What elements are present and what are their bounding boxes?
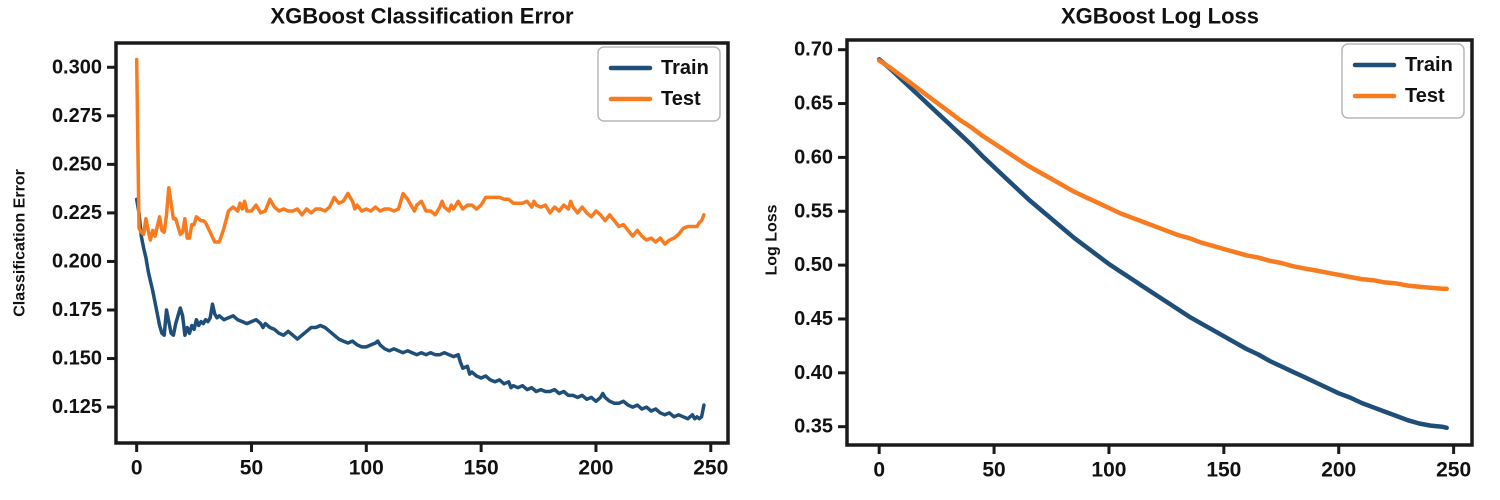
y-tick-label: 0.70	[794, 39, 833, 61]
x-tick-label: 200	[1321, 459, 1356, 482]
y-tick-label: 0.300	[52, 56, 102, 78]
test-legend-label: Test	[1405, 85, 1445, 107]
x-tick-label: 50	[240, 457, 263, 480]
x-tick-label: 100	[1091, 459, 1126, 482]
legend: Train Test	[597, 46, 721, 122]
y-tick-label: 0.150	[52, 348, 102, 370]
x-axis: 0 50 100 150 200 250	[873, 445, 1471, 482]
y-tick-label: 0.125	[52, 396, 102, 418]
y-tick-label: 0.55	[794, 200, 833, 222]
x-tick-label: 250	[1436, 459, 1471, 482]
y-tick-label: 0.175	[52, 299, 102, 321]
x-tick-label: 100	[349, 457, 384, 480]
y-tick-label: 0.45	[794, 308, 833, 330]
y-tick-label: 0.60	[794, 146, 833, 168]
x-tick-label: 250	[693, 457, 728, 480]
plot-area	[845, 38, 1474, 447]
x-axis: 0 50 100 150 200 250	[131, 443, 728, 480]
test-legend-label: Test	[661, 88, 701, 110]
y-axis-label: Log Loss	[764, 204, 781, 275]
y-tick-label: 0.275	[52, 105, 102, 127]
x-tick-label: 150	[464, 457, 499, 480]
chart-title: XGBoost Classification Error	[270, 4, 574, 29]
test-line	[876, 58, 1449, 292]
plot-area	[114, 41, 730, 445]
x-tick-label: 150	[1206, 459, 1241, 482]
train-legend-label: Train	[661, 57, 709, 79]
y-tick-label: 0.35	[794, 416, 833, 438]
legend-box	[597, 46, 721, 122]
y-tick-label: 0.225	[52, 202, 102, 224]
x-tick-label: 0	[131, 457, 143, 480]
chart-title: XGBoost Log Loss	[1061, 4, 1259, 29]
y-tick-label: 0.50	[794, 254, 833, 276]
y-tick-label: 0.250	[52, 153, 102, 175]
x-tick-label: 50	[982, 459, 1005, 482]
y-tick-label: 0.40	[794, 362, 833, 384]
x-tick-label: 200	[578, 457, 613, 480]
y-tick-label: 0.200	[52, 250, 102, 272]
legend: Train Test	[1341, 43, 1465, 119]
y-axis-label: Classification Error	[12, 169, 29, 317]
train-line	[134, 197, 706, 421]
test-line	[134, 57, 706, 246]
y-tick-label: 0.65	[794, 93, 833, 115]
train-line	[876, 57, 1449, 431]
xgboost-classification-error-chart: XGBoost Classification Error Classificati…	[12, 4, 730, 480]
y-axis: 0.70 0.65 0.60 0.55 0.50 0.45 0.40 0.35	[794, 39, 847, 438]
y-axis: 0.300 0.275 0.250 0.225 0.200 0.175 0.150 0.125	[52, 56, 116, 418]
train-legend-label: Train	[1405, 54, 1453, 76]
legend-box	[1341, 43, 1465, 119]
x-tick-label: 0	[873, 459, 885, 482]
